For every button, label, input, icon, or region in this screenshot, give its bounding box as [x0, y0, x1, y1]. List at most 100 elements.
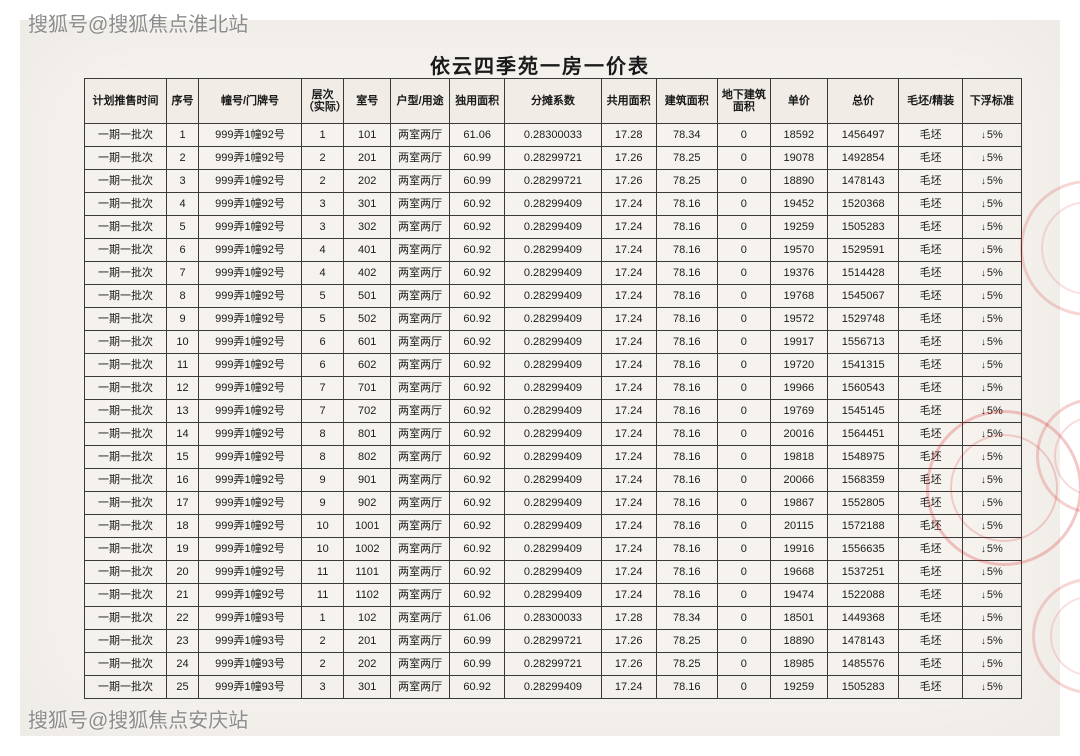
- table-cell: 17.24: [601, 492, 656, 515]
- table-cell: 60.92: [450, 400, 505, 423]
- table-cell: 两室两厅: [391, 469, 450, 492]
- table-cell: 60.92: [450, 239, 505, 262]
- table-cell: 16: [166, 469, 198, 492]
- table-cell: 401: [344, 239, 391, 262]
- table-cell: 3: [301, 216, 344, 239]
- table-row: 一期一批次14999弄1幢92号8801两室两厅60.920.282994091…: [85, 423, 1022, 446]
- table-cell: 999弄1幢92号: [199, 561, 302, 584]
- table-cell: 701: [344, 377, 391, 400]
- table-cell: 60.99: [450, 170, 505, 193]
- table-cell: 0.28299721: [505, 630, 602, 653]
- table-cell: 999弄1幢92号: [199, 446, 302, 469]
- table-cell: 18890: [770, 630, 827, 653]
- table-cell: 两室两厅: [391, 538, 450, 561]
- table-cell: 两室两厅: [391, 331, 450, 354]
- table-cell: 602: [344, 354, 391, 377]
- table-cell: 一期一批次: [85, 193, 167, 216]
- table-cell: 1102: [344, 584, 391, 607]
- table-cell: 20: [166, 561, 198, 584]
- table-cell: 毛坯: [899, 607, 962, 630]
- table-cell: 两室两厅: [391, 262, 450, 285]
- table-cell: 两室两厅: [391, 676, 450, 699]
- table-cell: 一期一批次: [85, 607, 167, 630]
- table-cell: 78.16: [656, 492, 717, 515]
- table-cell: 毛坯: [899, 377, 962, 400]
- table-cell: 60.92: [450, 515, 505, 538]
- table-cell: 一期一批次: [85, 676, 167, 699]
- table-cell: 1449368: [827, 607, 899, 630]
- table-cell: 毛坯: [899, 492, 962, 515]
- table-cell: 5%: [962, 377, 1021, 400]
- table-cell: 0.28299409: [505, 308, 602, 331]
- table-cell: 78.16: [656, 423, 717, 446]
- table-cell: 0.28300033: [505, 607, 602, 630]
- table-cell: 5%: [962, 630, 1021, 653]
- table-cell: 一期一批次: [85, 630, 167, 653]
- table-cell: 18592: [770, 124, 827, 147]
- table-cell: 5%: [962, 584, 1021, 607]
- table-cell: 23: [166, 630, 198, 653]
- table-cell: 5: [301, 285, 344, 308]
- table-cell: 1: [301, 607, 344, 630]
- table-cell: 一期一批次: [85, 124, 167, 147]
- table-cell: 999弄1幢92号: [199, 147, 302, 170]
- table-cell: 7: [166, 262, 198, 285]
- table-cell: 两室两厅: [391, 377, 450, 400]
- table-cell: 999弄1幢92号: [199, 377, 302, 400]
- table-cell: 999弄1幢92号: [199, 354, 302, 377]
- table-cell: 8: [301, 423, 344, 446]
- table-cell: 10: [301, 538, 344, 561]
- table-cell: 0.28299409: [505, 676, 602, 699]
- table-cell: 1548975: [827, 446, 899, 469]
- table-cell: 0: [717, 377, 770, 400]
- table-cell: 0: [717, 561, 770, 584]
- table-cell: 1478143: [827, 170, 899, 193]
- table-cell: 19966: [770, 377, 827, 400]
- table-cell: 19916: [770, 538, 827, 561]
- table-cell: 17.28: [601, 607, 656, 630]
- table-cell: 5%: [962, 446, 1021, 469]
- table-cell: 两室两厅: [391, 239, 450, 262]
- table-cell: 78.16: [656, 331, 717, 354]
- table-cell: 60.92: [450, 285, 505, 308]
- table-row: 一期一批次11999弄1幢92号6602两室两厅60.920.282994091…: [85, 354, 1022, 377]
- table-cell: 8: [301, 446, 344, 469]
- table-cell: 两室两厅: [391, 630, 450, 653]
- page-title: 依云四季苑一房一价表: [20, 50, 1060, 79]
- table-cell: 5%: [962, 239, 1021, 262]
- table-cell: 17.24: [601, 331, 656, 354]
- table-cell: 9: [301, 469, 344, 492]
- table-cell: 78.16: [656, 561, 717, 584]
- table-cell: 一期一批次: [85, 492, 167, 515]
- table-cell: 999弄1幢92号: [199, 170, 302, 193]
- table-cell: 毛坯: [899, 561, 962, 584]
- column-header: 分摊系数: [505, 79, 602, 124]
- table-row: 一期一批次2999弄1幢92号2201两室两厅60.990.2829972117…: [85, 147, 1022, 170]
- table-cell: 78.16: [656, 584, 717, 607]
- column-header: 序号: [166, 79, 198, 124]
- table-cell: 78.25: [656, 147, 717, 170]
- table-cell: 999弄1幢92号: [199, 216, 302, 239]
- table-cell: 1: [301, 124, 344, 147]
- table-cell: 60.92: [450, 446, 505, 469]
- table-cell: 4: [301, 239, 344, 262]
- table-cell: 60.99: [450, 147, 505, 170]
- table-cell: 999弄1幢93号: [199, 676, 302, 699]
- table-cell: 0.28299409: [505, 285, 602, 308]
- table-cell: 18: [166, 515, 198, 538]
- table-cell: 60.92: [450, 584, 505, 607]
- table-cell: 5%: [962, 423, 1021, 446]
- table-cell: 0: [717, 285, 770, 308]
- table-cell: 19818: [770, 446, 827, 469]
- table-row: 一期一批次25999弄1幢93号3301两室两厅60.920.282994091…: [85, 676, 1022, 699]
- table-cell: 0: [717, 216, 770, 239]
- table-cell: 17.24: [601, 216, 656, 239]
- table-cell: 20066: [770, 469, 827, 492]
- table-cell: 999弄1幢92号: [199, 193, 302, 216]
- table-cell: 5: [301, 308, 344, 331]
- table-cell: 0: [717, 584, 770, 607]
- column-header: 独用面积: [450, 79, 505, 124]
- table-cell: 毛坯: [899, 653, 962, 676]
- table-cell: 999弄1幢93号: [199, 630, 302, 653]
- table-cell: 0: [717, 400, 770, 423]
